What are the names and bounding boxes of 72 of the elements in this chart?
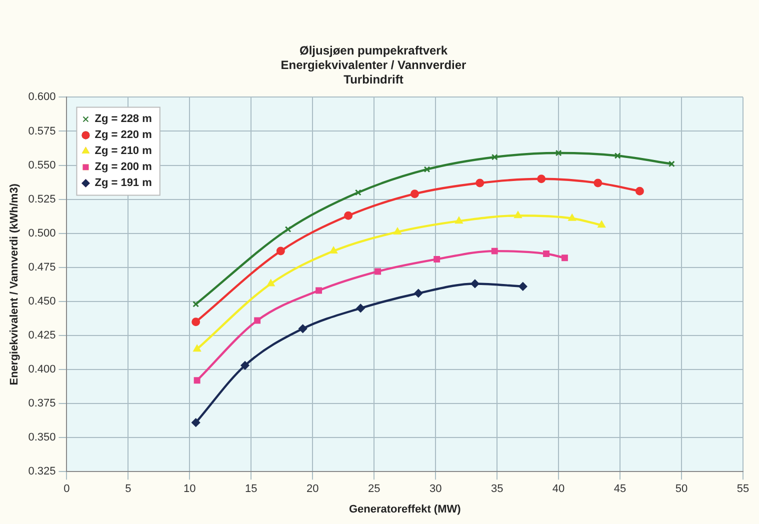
point <box>514 211 522 218</box>
y-tick-label: 0.450 <box>28 295 56 308</box>
point <box>240 361 250 370</box>
point <box>424 166 430 173</box>
point <box>284 226 292 232</box>
x-tick-label: 35 <box>490 483 504 496</box>
point <box>316 287 322 294</box>
point <box>193 344 201 352</box>
point <box>374 268 382 275</box>
x-axis-title: Generatoreffekt (MW) <box>348 503 462 516</box>
x-tick-label: 25 <box>368 483 380 496</box>
y-tick-label: 0.325 <box>28 466 56 478</box>
x-tick-label: 55 <box>736 483 750 496</box>
x-tick-label: 5 <box>125 483 132 496</box>
y-tick-label: 0.550 <box>28 159 56 172</box>
point <box>330 246 338 254</box>
y-tick-label: 0.425 <box>28 329 56 342</box>
point <box>354 189 362 196</box>
point <box>568 214 576 221</box>
point <box>194 377 200 384</box>
y-tick-label: 0.525 <box>28 193 56 206</box>
x-tick-label: 30 <box>429 483 442 496</box>
point <box>561 254 568 262</box>
legend-label: Zg = 210 m <box>94 145 152 158</box>
legend-label: Zg = 220 m <box>94 129 152 142</box>
point <box>394 228 402 234</box>
point <box>598 220 606 228</box>
point <box>537 174 546 184</box>
point <box>254 317 261 324</box>
x-tick-label: 15 <box>245 483 258 496</box>
y-tick-label: 0.350 <box>28 432 56 444</box>
point <box>518 282 528 291</box>
x-tick-label: 20 <box>306 483 319 496</box>
point <box>470 279 480 288</box>
point <box>276 246 285 256</box>
y-tick-label: 0.475 <box>28 261 56 274</box>
x-tick-label: 0 <box>64 483 70 496</box>
point <box>414 289 423 298</box>
chart-title: Øljusjøen pumpekraftverk <box>299 44 448 58</box>
x-tick-label: 45 <box>614 483 626 496</box>
x-tick-label: 40 <box>552 483 565 496</box>
point <box>491 154 498 160</box>
point <box>668 160 675 168</box>
point <box>267 279 275 286</box>
y-axis-title: Energiekvivalent / Vannverdi (kWh/m3) <box>8 183 21 386</box>
y-tick-label: 0.575 <box>28 125 56 138</box>
point <box>356 304 365 312</box>
point <box>298 324 308 333</box>
point <box>192 418 200 427</box>
point <box>192 318 200 326</box>
legend-label: Zg = 191 m <box>94 177 152 190</box>
point <box>344 211 353 220</box>
point <box>555 150 562 156</box>
point <box>434 256 440 262</box>
point <box>594 178 602 188</box>
legend-label: Zg = 228 m <box>94 113 152 126</box>
y-tick-label: 0.600 <box>28 91 56 104</box>
point <box>491 248 498 254</box>
y-tick-label: 0.375 <box>28 398 56 410</box>
point <box>614 152 621 159</box>
y-tick-label: 0.400 <box>28 364 56 376</box>
point <box>476 178 484 188</box>
x-tick-label: 10 <box>184 483 196 496</box>
point <box>543 250 550 257</box>
point <box>410 190 419 198</box>
point <box>635 186 644 196</box>
point <box>455 216 463 224</box>
legend-label: Zg = 200 m <box>94 161 152 174</box>
x-tick-label: 50 <box>675 483 688 496</box>
point <box>192 300 200 308</box>
chart-subtitle: Energiekvivalenter / Vannverdier Turbindrift <box>280 58 467 86</box>
y-tick-label: 0.500 <box>28 227 56 240</box>
